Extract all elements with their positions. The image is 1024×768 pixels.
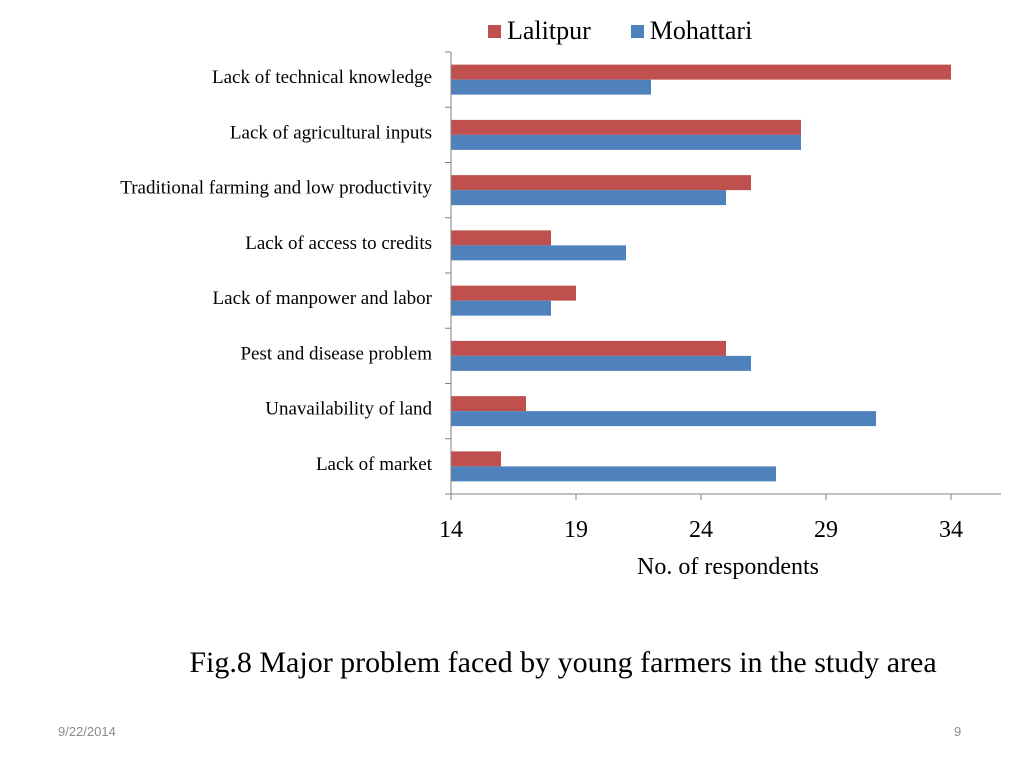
category-label: Lack of market	[316, 454, 433, 475]
bar-lalitpur-1	[451, 64, 951, 80]
x-tick-label: 24	[689, 517, 713, 543]
x-tick-label: 29	[814, 517, 838, 543]
bar-chart: Lack of technical knowledge Lack of agric…	[120, 51, 1001, 580]
legend-label-lalitpur: Lalitpur	[507, 16, 591, 45]
chart-legend: Lalitpur Mohattari	[488, 16, 752, 46]
bar-lalitpur-5	[451, 285, 576, 301]
bar-mohattari-1	[451, 79, 651, 95]
legend-label-mohattari: Mohattari	[649, 16, 753, 45]
legend-item-lalitpur: Lalitpur	[488, 16, 591, 46]
bar-mohattari-3	[451, 190, 726, 206]
bar-mohattari-8	[451, 466, 776, 482]
category-label: Lack of agricultural inputs	[230, 122, 432, 143]
x-tick-label: 19	[564, 517, 588, 543]
category-label: Pest and disease problem	[240, 343, 432, 364]
bar-mohattari-7	[451, 411, 876, 427]
bar-mohattari-2	[451, 134, 801, 150]
bar-lalitpur-8	[451, 451, 501, 467]
bar-lalitpur-6	[451, 340, 726, 356]
category-label: Lack of technical knowledge	[212, 67, 432, 88]
category-label: Unavailability of land	[265, 399, 432, 420]
x-axis-title: No. of respondents	[637, 554, 819, 580]
bar-lalitpur-3	[451, 175, 751, 191]
legend-swatch-lalitpur	[488, 24, 501, 38]
slide-date: 9/22/2014	[58, 724, 116, 739]
legend-item-mohattari: Mohattari	[630, 16, 753, 46]
bar-mohattari-4	[451, 245, 626, 261]
legend-swatch-mohattari	[630, 24, 644, 38]
bar-mohattari-5	[451, 300, 551, 316]
slide-number: 9	[954, 724, 962, 739]
category-label: Lack of access to credits	[245, 233, 432, 254]
category-label: Lack of manpower and labor	[213, 288, 433, 309]
bar-lalitpur-4	[451, 230, 551, 246]
x-tick-label: 34	[939, 517, 963, 543]
category-label: Traditional farming and low productivity	[120, 178, 432, 199]
bar-mohattari-6	[451, 355, 751, 371]
x-tick-label: 14	[439, 517, 463, 543]
figure-caption: Fig.8 Major problem faced by young farme…	[189, 646, 937, 679]
bar-lalitpur-2	[451, 119, 801, 135]
bar-lalitpur-7	[451, 396, 526, 412]
